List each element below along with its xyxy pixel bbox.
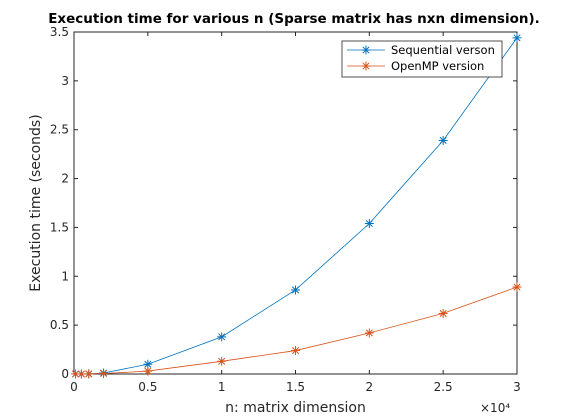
y-tick-label: 2.5	[50, 123, 69, 137]
data-point-series-1	[512, 33, 522, 43]
data-point-series-1	[217, 332, 227, 342]
chart-title: Execution time for various n (Sparse mat…	[48, 11, 540, 27]
legend-marker	[361, 61, 371, 71]
y-axis-label: Execution time (seconds)	[28, 114, 44, 291]
y-tick-label: 1	[61, 269, 69, 283]
y-tick-label: 2	[61, 172, 69, 186]
plot-area	[73, 31, 518, 375]
plot-frame	[73, 31, 518, 375]
data-point-series-2	[512, 282, 522, 292]
series-layer	[70, 33, 522, 379]
y-tick-label: 3	[61, 74, 69, 88]
data-point-series-1	[291, 285, 300, 295]
y-tick-label: 3.5	[50, 25, 69, 39]
data-point-series-2	[364, 328, 374, 338]
y-tick-label: 0.5	[50, 318, 69, 332]
data-point-series-2	[143, 366, 153, 376]
x-tick-label: 1	[218, 380, 226, 394]
data-point-series-1	[364, 219, 374, 229]
x-tick-label: 0.5	[138, 380, 157, 394]
legend: Sequential verson OpenMP version	[341, 40, 503, 78]
x-tick-label: 1.5	[286, 380, 305, 394]
x-tick-label: 0	[70, 380, 78, 394]
data-point-series-2	[291, 346, 300, 356]
x-tick-label: 2.5	[434, 380, 453, 394]
x-tick-label: 3	[513, 380, 521, 394]
legend-label: Sequential verson	[391, 43, 495, 57]
y-tick-label: 0	[61, 367, 69, 381]
x-tick-label: 2	[366, 380, 374, 394]
y-tick-label: 1.5	[50, 220, 69, 234]
y-axis: 0 0.5 1 1.5 2 2.5 3 3.5	[50, 25, 517, 381]
x-axis-label: n: matrix dimension	[225, 400, 366, 416]
data-point-series-2	[84, 369, 94, 379]
legend-label: OpenMP version	[391, 59, 484, 73]
x-axis-exponent: ×10⁴	[480, 401, 510, 415]
data-point-series-1	[438, 135, 448, 145]
data-point-series-2	[217, 356, 227, 366]
data-point-series-2	[438, 308, 448, 318]
data-point-series-2	[99, 369, 109, 379]
x-axis: 0 0.5 1 1.5 2 2.5 3	[70, 32, 521, 394]
legend-marker	[361, 45, 371, 55]
